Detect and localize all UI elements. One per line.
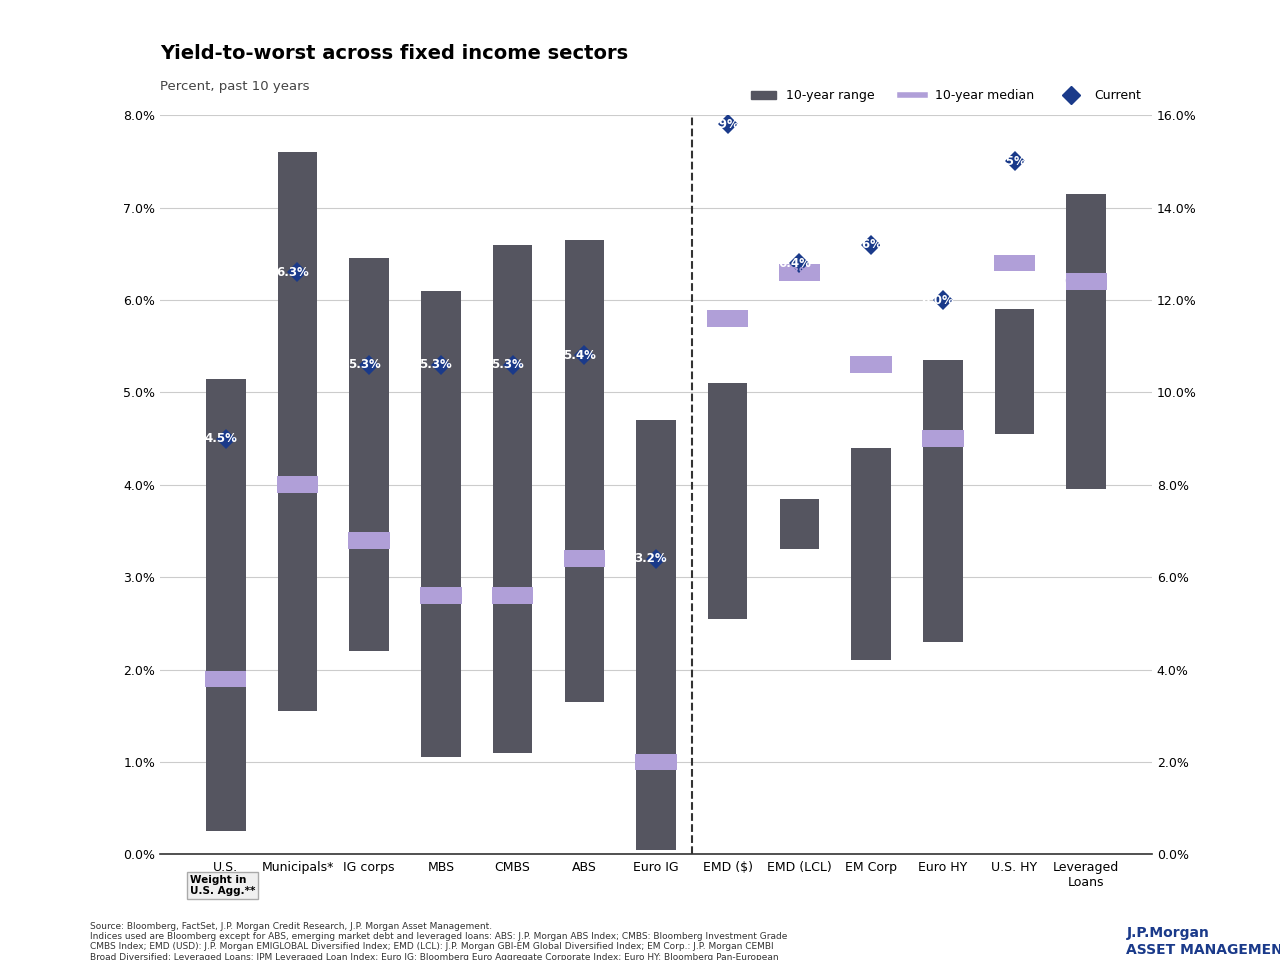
Text: 5.3%: 5.3% — [420, 358, 452, 372]
Text: 5.8%: 5.8% — [707, 312, 739, 325]
Bar — [993, 254, 1036, 272]
Text: 4.5%: 4.5% — [922, 432, 954, 445]
Text: 5.3%: 5.3% — [492, 358, 524, 372]
Text: Source: Bloomberg, FactSet, J.P. Morgan Credit Research, J.P. Morgan Asset Manag: Source: Bloomberg, FactSet, J.P. Morgan … — [90, 922, 800, 960]
Text: 6.3%: 6.3% — [276, 266, 308, 278]
Text: 5.3%: 5.3% — [850, 358, 882, 372]
Bar — [850, 356, 892, 373]
Text: 4.0%: 4.0% — [276, 478, 308, 492]
Bar — [206, 378, 246, 831]
Bar — [564, 240, 604, 702]
Bar — [1065, 274, 1107, 290]
Text: 1.0%: 1.0% — [635, 756, 667, 769]
Text: 6.6%: 6.6% — [850, 238, 882, 252]
Text: 5.4%: 5.4% — [563, 348, 595, 362]
Bar — [420, 588, 462, 604]
Text: Percent, past 10 years: Percent, past 10 years — [160, 80, 310, 93]
Text: 1.9%: 1.9% — [205, 672, 237, 685]
Bar — [922, 430, 964, 447]
Legend: 10-year range, 10-year median, Current: 10-year range, 10-year median, Current — [746, 84, 1146, 108]
Bar — [421, 291, 461, 757]
Bar — [349, 258, 389, 651]
Bar — [492, 588, 534, 604]
Text: 3.2%: 3.2% — [635, 552, 667, 565]
Bar — [636, 420, 676, 850]
Bar — [563, 550, 605, 567]
Bar — [780, 498, 819, 549]
Bar — [205, 670, 247, 687]
Bar — [493, 245, 532, 753]
Bar — [778, 264, 820, 280]
Text: Weight in
U.S. Agg.**: Weight in U.S. Agg.** — [189, 875, 255, 897]
Bar — [923, 360, 963, 642]
Bar — [635, 754, 677, 770]
Text: 6.3%: 6.3% — [778, 266, 810, 278]
Bar — [707, 310, 749, 326]
Text: Yield-to-worst across fixed income sectors: Yield-to-worst across fixed income secto… — [160, 44, 628, 63]
Text: J.P.Morgan
ASSET MANAGEMENT: J.P.Morgan ASSET MANAGEMENT — [1126, 926, 1280, 956]
Text: 7.9%: 7.9% — [707, 118, 739, 131]
Bar — [278, 153, 317, 711]
Text: 6.0%: 6.0% — [922, 294, 954, 306]
Text: 8.7%: 8.7% — [1065, 44, 1097, 57]
Text: 5.3%: 5.3% — [348, 358, 380, 372]
Text: 6.4%: 6.4% — [993, 256, 1025, 270]
Text: 7.5%: 7.5% — [993, 155, 1025, 168]
Text: 2.8%: 2.8% — [420, 589, 452, 602]
Bar — [708, 383, 748, 619]
Text: 6.2%: 6.2% — [1065, 275, 1097, 288]
Bar — [276, 476, 319, 493]
Bar — [1066, 194, 1106, 490]
Bar — [348, 532, 390, 548]
Text: 3.2%: 3.2% — [563, 552, 595, 565]
Text: 6.4%: 6.4% — [778, 256, 810, 270]
Text: 4.5%: 4.5% — [205, 432, 237, 445]
Text: 3.4%: 3.4% — [348, 534, 380, 547]
Bar — [851, 447, 891, 660]
Bar — [995, 309, 1034, 434]
Text: 2.8%: 2.8% — [492, 589, 524, 602]
